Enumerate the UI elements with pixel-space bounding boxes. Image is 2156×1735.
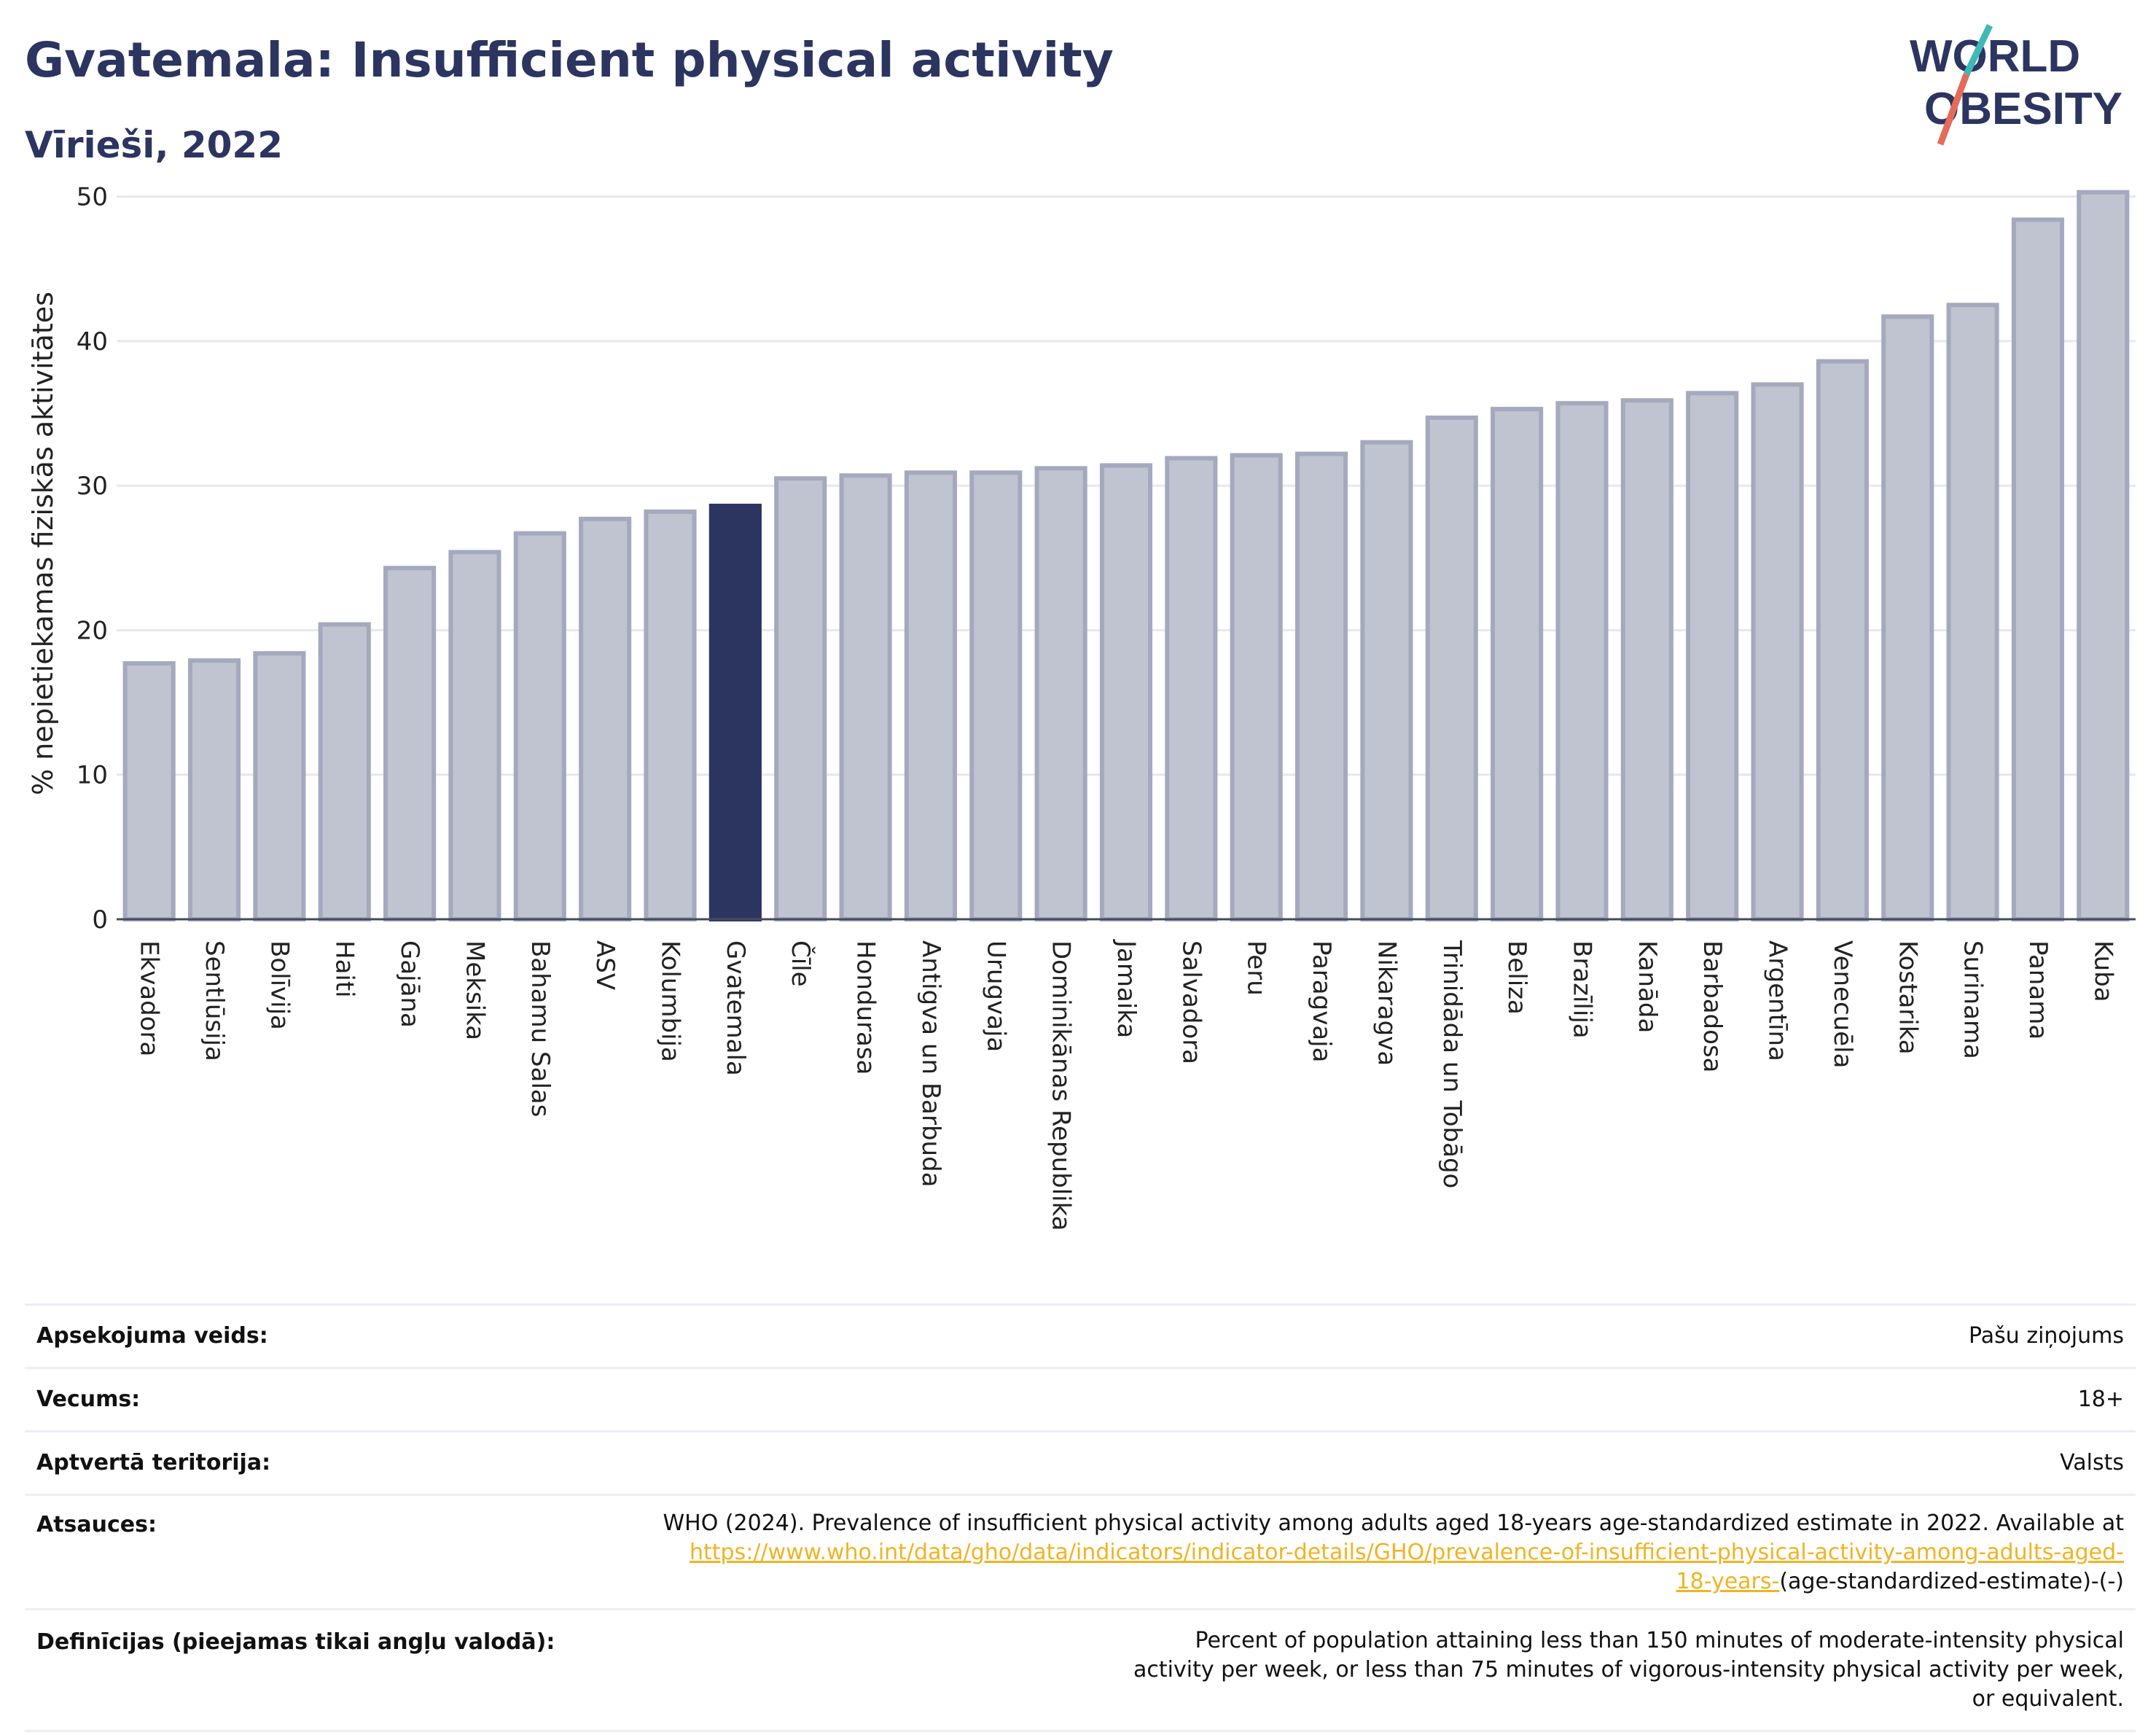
bar (1425, 416, 1478, 921)
y-tick-label: 20 (77, 616, 108, 645)
page-title: Gvatemala: Insufficient physical activit… (25, 32, 1114, 88)
bar (644, 509, 697, 921)
x-tick-label: Meksika (460, 940, 489, 1040)
x-tick-label: Antigva un Barbuda (916, 940, 945, 1188)
x-tick-label: Sentlūsija (200, 940, 229, 1061)
definitions-text: Percent of population attaining less tha… (555, 1608, 2136, 1732)
meta-label: Apsekojuma veids: (25, 1303, 555, 1369)
y-tick-label: 10 (77, 761, 108, 790)
bar (839, 473, 892, 921)
bar (2077, 190, 2130, 922)
x-tick-labels: Ekvadora Sentlūsija Bolīvija Haiti Gajāna Mek… (135, 939, 2118, 1231)
bar (1295, 451, 1348, 921)
meta-value: Pašu ziņojums (555, 1303, 2136, 1369)
bar (1620, 398, 1673, 921)
bar (253, 651, 306, 922)
x-tick-label: Venecuēla (1828, 940, 1857, 1068)
bar (904, 470, 957, 921)
x-tick-label: Haiti (330, 940, 359, 998)
x-tick-label: Trinidāda un Tobāgo (1437, 940, 1466, 1188)
logo-slash-coral (1937, 73, 1970, 146)
bar (318, 622, 371, 921)
sources-suffix: (age-standardized-estimate)-(-) (1779, 1569, 2124, 1594)
meta-value: Valsts (555, 1430, 2136, 1496)
meta-label: Vecums: (25, 1367, 555, 1432)
bar (579, 516, 632, 921)
bar (1881, 314, 1934, 922)
bar (1751, 382, 1804, 921)
y-axis-label: % nepietiekamas fiziskās aktivitātes (27, 292, 59, 795)
y-tick-label: 0 (92, 905, 108, 935)
bar (2011, 217, 2065, 921)
bar (708, 503, 762, 921)
sources-link[interactable]: https://www.who.int/data/gho/data/indica… (690, 1540, 2124, 1565)
x-tick-label: Hondurasa (851, 940, 880, 1075)
x-tick-label: Panama (2023, 940, 2053, 1040)
sources-link-continued[interactable]: 18-years- (1676, 1569, 1780, 1594)
x-tick-label: Paragvaja (1307, 940, 1336, 1062)
bar (1491, 407, 1544, 921)
x-tick-label: Dominikānas Republika (1047, 940, 1076, 1231)
logo-line1: WORLD (1910, 31, 2080, 82)
meta-row-sources: Atsauces: WHO (2024). Prevalence of insu… (25, 1494, 2136, 1610)
meta-row-coverage: Aptvertā teritorija: Valsts (25, 1430, 2136, 1496)
bar (1034, 466, 1087, 921)
y-tick-label: 40 (77, 327, 108, 356)
bar (513, 531, 566, 921)
x-tick-label: Bahamu Salas (526, 940, 555, 1117)
x-tick-label: Brazīlija (1567, 940, 1596, 1039)
bar (187, 658, 241, 921)
x-tick-label: Surinama (1958, 940, 1988, 1059)
meta-label: Aptvertā teritorija: (25, 1430, 555, 1496)
meta-value: 18+ (555, 1367, 2136, 1432)
x-tick-label: Peru (1242, 940, 1271, 996)
x-tick-label: ASV (590, 940, 620, 990)
bar (774, 476, 827, 921)
bar (383, 566, 437, 921)
x-tick-label: Čīle (786, 940, 816, 987)
meta-row-definitions: Definīcijas (pieejamas tikai angļu valod… (25, 1608, 2136, 1732)
x-tick-label: Urugvaja (981, 940, 1010, 1052)
bar (1946, 303, 1999, 921)
bar (969, 470, 1023, 921)
bar (1099, 463, 1153, 921)
x-tick-label: Gajāna (395, 940, 424, 1028)
x-tick-label: Kolumbija (656, 940, 685, 1062)
meta-label: Atsauces: (25, 1494, 555, 1610)
y-tick-labels: 0 10 20 30 40 50 (77, 183, 108, 935)
bar (1816, 359, 1869, 921)
x-tick-label: Salvadora (1176, 940, 1206, 1064)
bar (122, 661, 176, 921)
page-subtitle: Vīrieši, 2022 (25, 124, 284, 166)
meta-label: Definīcijas (pieejamas tikai angļu valod… (25, 1608, 555, 1732)
x-tick-label: Ekvadora (135, 940, 164, 1056)
bar (448, 550, 501, 922)
x-tick-label: Kostarika (1893, 940, 1922, 1055)
meta-row-survey: Apsekojuma veids: Pašu ziņojums (25, 1303, 2136, 1369)
bars (122, 190, 2130, 922)
x-tick-label: Beliza (1502, 940, 1531, 1015)
bar (1686, 391, 1739, 921)
y-tick-label: 50 (77, 183, 108, 212)
x-tick-label: Kanāda (1633, 940, 1662, 1033)
logo-slash-teal (1963, 24, 1993, 76)
x-tick-label: Bolīvija (265, 940, 294, 1030)
bar (1360, 440, 1413, 921)
x-tick-label: Barbadosa (1698, 940, 1727, 1073)
bar (1230, 453, 1283, 921)
y-tick-label: 30 (77, 472, 108, 501)
x-tick-label: Jamaika (1112, 939, 1141, 1038)
x-tick-label: Gvatemala (721, 940, 750, 1076)
bar-chart: 0 10 20 30 40 50 Ekvadora Sentlūsija Bolīvija Ha… (27, 183, 2136, 1231)
x-tick-label: Argentīna (1763, 940, 1792, 1061)
world-obesity-logo: WORLD OBESITY (1910, 24, 2122, 146)
x-tick-label: Kuba (2088, 940, 2117, 1002)
bar (1555, 401, 1609, 921)
sources-text: WHO (2024). Prevalence of insufficient p… (663, 1510, 2124, 1536)
bar (1165, 456, 1218, 921)
metadata-table: Apsekojuma veids: Pašu ziņojums Vecums: … (25, 1303, 2136, 1732)
meta-row-age: Vecums: 18+ (25, 1367, 2136, 1432)
x-tick-label: Nikaragva (1372, 940, 1401, 1066)
